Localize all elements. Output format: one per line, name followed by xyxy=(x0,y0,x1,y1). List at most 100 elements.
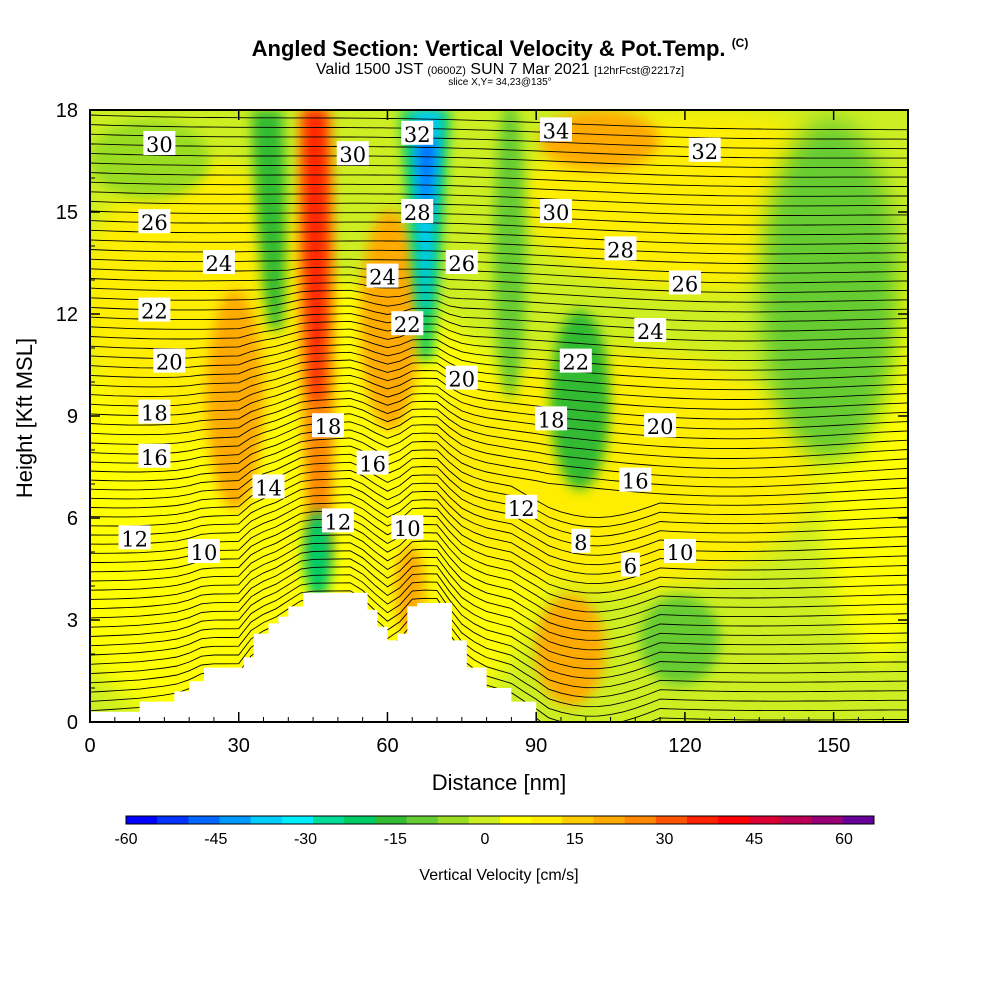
vv-area xyxy=(550,310,610,490)
isentrope-line xyxy=(90,143,908,159)
colorbar-swatch xyxy=(687,816,719,824)
contour-labels: 30 30 32 34 32 26 28 30 28 24 24 26 26 22 22 24 20 22 20 18… xyxy=(118,117,721,579)
colorbar-tick-label: 0 xyxy=(481,831,490,848)
contour-label: 8 xyxy=(574,531,587,555)
isentrope-line xyxy=(90,437,908,497)
colorbar-swatch xyxy=(749,816,781,824)
isentrope-line xyxy=(90,305,908,332)
contour-label-box xyxy=(401,120,434,145)
x-tick-label: 150 xyxy=(817,735,850,757)
contour-label: 30 xyxy=(339,143,366,167)
contour-label-box xyxy=(391,311,424,336)
contour-label: 18 xyxy=(538,408,565,432)
x-tick-label: 0 xyxy=(84,735,95,757)
contour-label: 12 xyxy=(121,527,148,551)
valid-zulu: (0600Z) xyxy=(427,65,466,77)
contour-label: 26 xyxy=(672,272,699,296)
colorbar-swatch xyxy=(842,816,875,824)
vv-updraft xyxy=(304,110,327,400)
title-mark: (C) xyxy=(731,36,749,50)
isentrope-line xyxy=(90,413,908,469)
isentrope-line xyxy=(90,469,908,547)
valid-date: SUN 7 Mar 2021 xyxy=(470,61,590,78)
isentrope-line xyxy=(90,289,908,313)
colorbar-swatch xyxy=(531,816,563,824)
isentrope-line xyxy=(90,478,908,556)
isentrope-line xyxy=(90,328,908,361)
isentrope-line xyxy=(90,566,908,660)
contour-label: 34 xyxy=(543,119,570,143)
isentrope-line xyxy=(90,526,908,613)
contour-label: 24 xyxy=(206,252,233,276)
chart-subtitle: Valid 1500 JST (0600Z) SUN 7 Mar 2021 [1… xyxy=(0,61,1000,79)
colorbar-tick-label: 30 xyxy=(656,831,674,848)
isentrope-line xyxy=(90,558,908,651)
x-tick-label: 120 xyxy=(668,735,701,757)
contour-label-box xyxy=(559,348,592,373)
contour-label: 20 xyxy=(448,368,475,392)
contour-label-box xyxy=(644,413,677,438)
isentrope-line xyxy=(90,282,908,303)
colorbar-swatch xyxy=(811,816,844,824)
isentrope-line xyxy=(90,320,908,352)
colorbar-tick-label: -60 xyxy=(114,831,137,848)
isentrope-line xyxy=(90,374,908,420)
colorbar-swatch xyxy=(718,816,750,824)
isentrope-line xyxy=(90,390,908,440)
isentrope-line xyxy=(90,220,908,236)
contour-label-box xyxy=(535,406,568,431)
contour-label-box xyxy=(664,539,696,563)
isentrope-line xyxy=(90,582,908,679)
colorbar-tick-label: -45 xyxy=(204,831,227,848)
terrain xyxy=(90,592,537,722)
contour-label-box xyxy=(202,250,235,274)
isentrope-line xyxy=(90,239,908,255)
contour-label-box xyxy=(620,552,640,577)
contour-label: 14 xyxy=(255,476,282,500)
contour-label: 10 xyxy=(191,541,218,565)
isentrope-line xyxy=(90,614,908,717)
contour-label-box xyxy=(143,131,176,155)
isentrope-line xyxy=(90,502,908,585)
isentrope-line xyxy=(90,359,908,400)
contour-label: 20 xyxy=(156,351,183,375)
y-tick-label: 3 xyxy=(67,610,78,632)
vv-downdraft xyxy=(304,510,332,600)
contour-label: 26 xyxy=(141,211,168,235)
isentrope-line xyxy=(90,336,908,371)
contour-label-box xyxy=(391,515,424,540)
contour-label-box xyxy=(634,318,667,342)
contour-label-box xyxy=(138,399,171,424)
isentrope-line xyxy=(90,398,908,450)
colorbar-swatch xyxy=(655,816,688,824)
isentrope-line xyxy=(90,229,908,245)
isentrope-line xyxy=(90,367,908,410)
contour-label-box xyxy=(505,494,538,519)
contour-label-box xyxy=(356,450,389,475)
y-tick-label: 15 xyxy=(56,202,78,224)
colorbar-swatch xyxy=(250,816,283,824)
forecast-tag: [12hrFcst@2217z] xyxy=(594,65,685,77)
contour-label: 28 xyxy=(607,238,634,262)
contour-label-box xyxy=(321,508,354,533)
x-tick-label: 30 xyxy=(228,735,250,757)
contour-label: 30 xyxy=(146,133,173,157)
isentrope-line xyxy=(90,405,908,459)
isentrope-line xyxy=(90,297,908,323)
contour-label-box xyxy=(668,270,701,295)
title-text: Angled Section: Vertical Velocity & Pot.… xyxy=(251,36,726,61)
colorbar-swatch xyxy=(500,816,532,824)
y-tick-label: 0 xyxy=(67,712,78,734)
isentrope-line xyxy=(90,486,908,566)
contour-label: 32 xyxy=(404,123,431,147)
colorbar-tick-label: 45 xyxy=(745,831,763,848)
vv-downdraft xyxy=(252,110,286,330)
isentrope-line xyxy=(90,191,908,207)
isentrope-line xyxy=(90,461,908,537)
x-tick-label: 90 xyxy=(525,735,547,757)
contour-label: 24 xyxy=(637,320,664,344)
contour-label-box xyxy=(138,443,171,468)
colorbar-swatch xyxy=(593,816,626,824)
contour-label: 16 xyxy=(141,446,168,470)
contour-label: 20 xyxy=(647,415,674,439)
